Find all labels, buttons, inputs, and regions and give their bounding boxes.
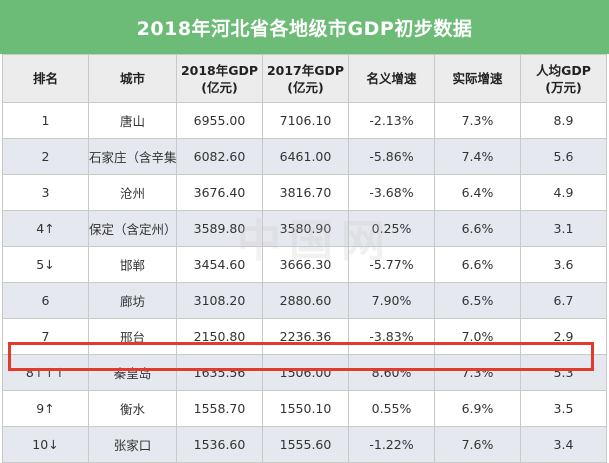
gdp-2017-cell: 3816.70 — [262, 174, 349, 211]
gdp-2018-cell: 1635.56 — [176, 354, 263, 391]
gdp-2017-cell: 6461.00 — [262, 138, 349, 175]
gdp-per-capita-cell: 5.6 — [520, 138, 607, 175]
gdp-per-capita-cell: 3.5 — [520, 390, 607, 427]
gdp-per-capita-cell: 3.4 — [520, 426, 607, 463]
gdp-2018-cell: 2150.80 — [176, 318, 263, 355]
city-cell: 张家口 — [88, 426, 177, 463]
gdp-2017-cell: 1550.10 — [262, 390, 349, 427]
nominal-growth-cell: -3.68% — [348, 174, 435, 211]
table-row: 10↓ 张家口 1536.60 1555.60 -1.22% 7.6% 3.4 — [2, 426, 607, 463]
rank-cell: 5↓ — [2, 246, 89, 283]
rank-cell: 6 — [2, 282, 89, 319]
table-row: 5↓ 邯郸 3454.60 3666.30 -5.77% 6.6% 3.6 — [2, 246, 607, 283]
city-cell: 唐山 — [88, 102, 177, 139]
rank-cell: 1 — [2, 102, 89, 139]
header-real-growth: 实际增速 — [434, 54, 521, 103]
nominal-growth-cell: -3.83% — [348, 318, 435, 355]
header-rank: 排名 — [2, 54, 89, 103]
gdp-2017-cell: 1506.00 — [262, 354, 349, 391]
city-cell: 石家庄（含辛集） — [88, 138, 177, 175]
real-growth-cell: 6.4% — [434, 174, 521, 211]
table-title: 2018年河北省各地级市GDP初步数据 — [0, 0, 609, 54]
table-row: 4↑ 保定（含定州） 3589.80 3580.90 0.25% 6.6% 3.… — [2, 210, 607, 247]
header-nominal-growth: 名义增速 — [348, 54, 435, 103]
gdp-2018-cell: 3454.60 — [176, 246, 263, 283]
city-cell: 沧州 — [88, 174, 177, 211]
header-gdp-2018: 2018年GDP (亿元) — [176, 54, 263, 103]
header-gdp-2017: 2017年GDP (亿元) — [262, 54, 349, 103]
gdp-per-capita-cell: 2.9 — [520, 318, 607, 355]
nominal-growth-cell: -5.86% — [348, 138, 435, 175]
gdp-2018-cell: 1558.70 — [176, 390, 263, 427]
nominal-growth-cell: 0.25% — [348, 210, 435, 247]
table-row: 2 石家庄（含辛集） 6082.60 6461.00 -5.86% 7.4% 5… — [2, 138, 607, 175]
rank-cell: 2 — [2, 138, 89, 175]
nominal-growth-cell: -2.13% — [348, 102, 435, 139]
city-cell: 邢台 — [88, 318, 177, 355]
gdp-2018-cell: 3676.40 — [176, 174, 263, 211]
table-row: 6 廊坊 3108.20 2880.60 7.90% 6.5% 6.7 — [2, 282, 607, 319]
gdp-per-capita-cell: 3.6 — [520, 246, 607, 283]
gdp-2017-cell: 3580.90 — [262, 210, 349, 247]
gdp-per-capita-cell: 6.7 — [520, 282, 607, 319]
gdp-2018-cell: 6955.00 — [176, 102, 263, 139]
table-row-highlighted: 8↑↑↑ 秦皇岛 1635.56 1506.00 8.60% 7.3% 5.3 — [2, 354, 607, 391]
real-growth-cell: 7.3% — [434, 102, 521, 139]
gdp-per-capita-cell: 4.9 — [520, 174, 607, 211]
nominal-growth-cell: -1.22% — [348, 426, 435, 463]
gdp-2017-cell: 1555.60 — [262, 426, 349, 463]
rank-cell: 10↓ — [2, 426, 89, 463]
city-cell: 衡水 — [88, 390, 177, 427]
gdp-2018-cell: 6082.60 — [176, 138, 263, 175]
rank-cell: 9↑ — [2, 390, 89, 427]
gdp-per-capita-cell: 5.3 — [520, 354, 607, 391]
gdp-per-capita-cell: 3.1 — [520, 210, 607, 247]
table-row: 7 邢台 2150.80 2236.36 -3.83% 7.0% 2.9 — [2, 318, 607, 355]
gdp-2017-cell: 7106.10 — [262, 102, 349, 139]
header-gdp-per-capita: 人均GDP (万元) — [520, 54, 607, 103]
real-growth-cell: 7.4% — [434, 138, 521, 175]
rank-cell: 4↑ — [2, 210, 89, 247]
real-growth-cell: 7.0% — [434, 318, 521, 355]
real-growth-cell: 6.6% — [434, 210, 521, 247]
real-growth-cell: 6.6% — [434, 246, 521, 283]
gdp-2017-cell: 3666.30 — [262, 246, 349, 283]
table-row: 9↑ 衡水 1558.70 1550.10 0.55% 6.9% 3.5 — [2, 390, 607, 427]
rank-cell: 8↑↑↑ — [2, 354, 89, 391]
city-cell: 秦皇岛 — [88, 354, 177, 391]
city-cell: 廊坊 — [88, 282, 177, 319]
city-cell: 邯郸 — [88, 246, 177, 283]
gdp-2017-cell: 2236.36 — [262, 318, 349, 355]
gdp-2017-cell: 2880.60 — [262, 282, 349, 319]
nominal-growth-cell: 0.55% — [348, 390, 435, 427]
gdp-per-capita-cell: 8.9 — [520, 102, 607, 139]
real-growth-cell: 7.6% — [434, 426, 521, 463]
rank-cell: 7 — [2, 318, 89, 355]
table-header-row: 排名 城市 2018年GDP (亿元) 2017年GDP (亿元) 名义增速 实际增… — [2, 54, 607, 103]
gdp-2018-cell: 1536.60 — [176, 426, 263, 463]
gdp-2018-cell: 3589.80 — [176, 210, 263, 247]
real-growth-cell: 6.5% — [434, 282, 521, 319]
nominal-growth-cell: 8.60% — [348, 354, 435, 391]
rank-cell: 3 — [2, 174, 89, 211]
table-row: 1 唐山 6955.00 7106.10 -2.13% 7.3% 8.9 — [2, 102, 607, 139]
city-cell: 保定（含定州） — [88, 210, 177, 247]
gdp-2018-cell: 3108.20 — [176, 282, 263, 319]
header-city: 城市 — [88, 54, 177, 103]
real-growth-cell: 7.3% — [434, 354, 521, 391]
table-row: 3 沧州 3676.40 3816.70 -3.68% 6.4% 4.9 — [2, 174, 607, 211]
real-growth-cell: 6.9% — [434, 390, 521, 427]
nominal-growth-cell: 7.90% — [348, 282, 435, 319]
gdp-table: 排名 城市 2018年GDP (亿元) 2017年GDP (亿元) 名义增速 实际增… — [2, 54, 607, 463]
nominal-growth-cell: -5.77% — [348, 246, 435, 283]
